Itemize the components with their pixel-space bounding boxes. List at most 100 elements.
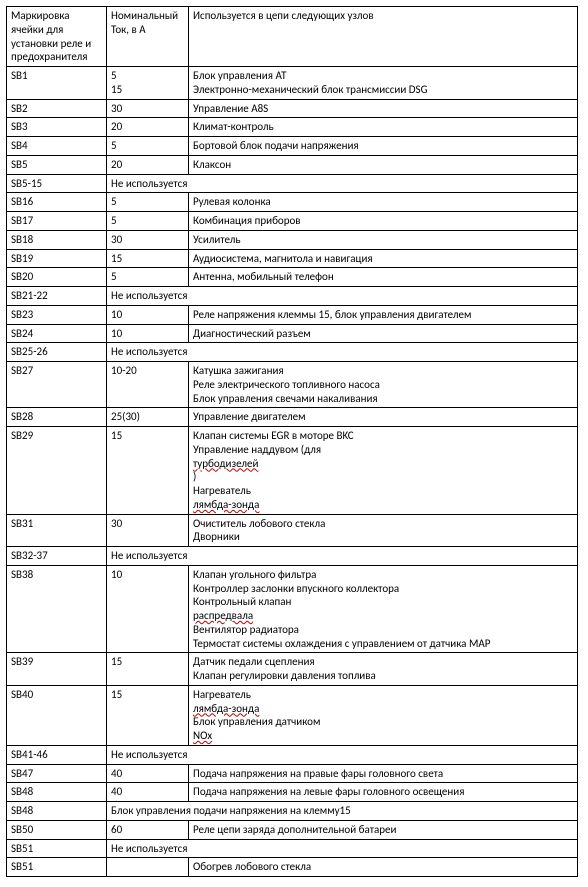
- table-row: SB25-26Не используется: [7, 343, 578, 362]
- table-row: SB48Блок управления подачи напряжения на…: [7, 802, 578, 821]
- marking-cell: SB51: [7, 858, 107, 877]
- marking-cell: SB4: [7, 137, 107, 156]
- usage-cell: Реле напряжения клеммы 15, блок управлен…: [189, 305, 578, 324]
- table-row: SB5060Реле цепи заряда дополнительной ба…: [7, 820, 578, 839]
- marking-cell: SB48: [7, 802, 107, 821]
- span-cell: Блок управления подачи напряжения на кле…: [107, 802, 578, 821]
- header-usage: Используется в цепи следующих узлов: [189, 7, 578, 67]
- marking-cell: SB21-22: [7, 287, 107, 306]
- table-row: SB205Антенна, мобильный телефон: [7, 268, 578, 287]
- current-cell: 10: [107, 305, 189, 324]
- current-cell: 5: [107, 268, 189, 287]
- span-cell: Не используется: [107, 839, 578, 858]
- span-cell: Не используется: [107, 547, 578, 566]
- marking-cell: SB27: [7, 362, 107, 408]
- current-cell: 515: [107, 67, 189, 100]
- table-row: SB51Не используется: [7, 839, 578, 858]
- current-cell: [107, 858, 189, 877]
- header-row: Маркировка ячейки для установки реле и п…: [7, 7, 578, 67]
- marking-cell: SB48: [7, 783, 107, 802]
- current-cell: 20: [107, 155, 189, 174]
- current-cell: 15: [107, 427, 189, 515]
- current-cell: 10-20: [107, 362, 189, 408]
- marking-cell: SB24: [7, 324, 107, 343]
- usage-cell: Управление A8S: [189, 99, 578, 118]
- usage-cell: Блок управления АТЭлектронно-механически…: [189, 67, 578, 100]
- table-row: SB1515Блок управления АТЭлектронно-механ…: [7, 67, 578, 100]
- usage-cell: Усилитель: [189, 230, 578, 249]
- current-cell: 40: [107, 764, 189, 783]
- usage-cell: Датчик педали сцепленияКлапан регулировк…: [189, 653, 578, 686]
- usage-cell: Рулевая колонка: [189, 193, 578, 212]
- table-row: SB1830Усилитель: [7, 230, 578, 249]
- table-row: SB2710-20Катушка зажиганияРеле электриче…: [7, 362, 578, 408]
- current-cell: 15: [107, 685, 189, 745]
- marking-cell: SB29: [7, 427, 107, 515]
- usage-cell: Антенна, мобильный телефон: [189, 268, 578, 287]
- table-row: SB2825(30)Управление двигателем: [7, 408, 578, 427]
- marking-cell: SB3: [7, 118, 107, 137]
- usage-cell: Бортовой блок подачи напряжения: [189, 137, 578, 156]
- marking-cell: SB5-15: [7, 174, 107, 193]
- marking-cell: SB16: [7, 193, 107, 212]
- table-row: SB3810Клапан угольного фильтраКонтроллер…: [7, 565, 578, 653]
- usage-cell: Подача напряжения на левые фары головног…: [189, 783, 578, 802]
- usage-cell: Очиститель лобового стеклаДворники: [189, 514, 578, 547]
- current-cell: 15: [107, 249, 189, 268]
- table-row: SB1915Аудиосистема, магнитола и навигаци…: [7, 249, 578, 268]
- marking-cell: SB20: [7, 268, 107, 287]
- table-row: SB4015Нагреватель лямбда-зондаБлок управ…: [7, 685, 578, 745]
- usage-cell: Обогрев лобового стекла: [189, 858, 578, 877]
- usage-cell: Диагностический разъем: [189, 324, 578, 343]
- current-cell: 40: [107, 783, 189, 802]
- table-row: SB21-22Не используется: [7, 287, 578, 306]
- marking-cell: SB19: [7, 249, 107, 268]
- table-row: SB230Управление A8S: [7, 99, 578, 118]
- marking-cell: SB38: [7, 565, 107, 653]
- marking-cell: SB23: [7, 305, 107, 324]
- span-cell: Не используется: [107, 745, 578, 764]
- span-cell: Не используется: [107, 174, 578, 193]
- marking-cell: SB28: [7, 408, 107, 427]
- usage-cell: Клапан угольного фильтраКонтроллер засло…: [189, 565, 578, 653]
- current-cell: 30: [107, 230, 189, 249]
- table-row: SB320Климат-контроль: [7, 118, 578, 137]
- marking-cell: SB40: [7, 685, 107, 745]
- table-row: SB51 Обогрев лобового стекла: [7, 858, 578, 877]
- table-row: SB5-15Не используется: [7, 174, 578, 193]
- table-row: SB4740Подача напряжения на правые фары г…: [7, 764, 578, 783]
- marking-cell: SB47: [7, 764, 107, 783]
- marking-cell: SB25-26: [7, 343, 107, 362]
- usage-cell: Аудиосистема, магнитола и навигация: [189, 249, 578, 268]
- header-marking: Маркировка ячейки для установки реле и п…: [7, 7, 107, 67]
- marking-cell: SB1: [7, 67, 107, 100]
- table-row: SB32-37Не используется: [7, 547, 578, 566]
- current-cell: 30: [107, 99, 189, 118]
- table-row: SB4840Подача напряжения на левые фары го…: [7, 783, 578, 802]
- current-cell: 5: [107, 137, 189, 156]
- table-row: SB3130Очиститель лобового стеклаДворники: [7, 514, 578, 547]
- table-row: SB45Бортовой блок подачи напряжения: [7, 137, 578, 156]
- marking-cell: SB5: [7, 155, 107, 174]
- page: Маркировка ячейки для установки реле и п…: [0, 0, 588, 887]
- fuse-table: Маркировка ячейки для установки реле и п…: [6, 6, 578, 877]
- span-cell: Не используется: [107, 287, 578, 306]
- marking-cell: SB17: [7, 212, 107, 231]
- marking-cell: SB32-37: [7, 547, 107, 566]
- marking-cell: SB51: [7, 839, 107, 858]
- table-row: SB2310Реле напряжения клеммы 15, блок уп…: [7, 305, 578, 324]
- table-row: SB3915Датчик педали сцепленияКлапан регу…: [7, 653, 578, 686]
- usage-cell: Реле цепи заряда дополнительной батареи: [189, 820, 578, 839]
- current-cell: 60: [107, 820, 189, 839]
- usage-cell: Климат-контроль: [189, 118, 578, 137]
- usage-cell: Клапан системы EGR в моторе BKCУправлени…: [189, 427, 578, 515]
- table-body: SB1515Блок управления АТЭлектронно-механ…: [7, 67, 578, 877]
- current-cell: 5: [107, 193, 189, 212]
- current-cell: 30: [107, 514, 189, 547]
- marking-cell: SB18: [7, 230, 107, 249]
- table-row: SB2915Клапан системы EGR в моторе BKCУпр…: [7, 427, 578, 515]
- current-cell: 20: [107, 118, 189, 137]
- table-row: SB2410Диагностический разъем: [7, 324, 578, 343]
- current-cell: 15: [107, 653, 189, 686]
- usage-cell: Управление двигателем: [189, 408, 578, 427]
